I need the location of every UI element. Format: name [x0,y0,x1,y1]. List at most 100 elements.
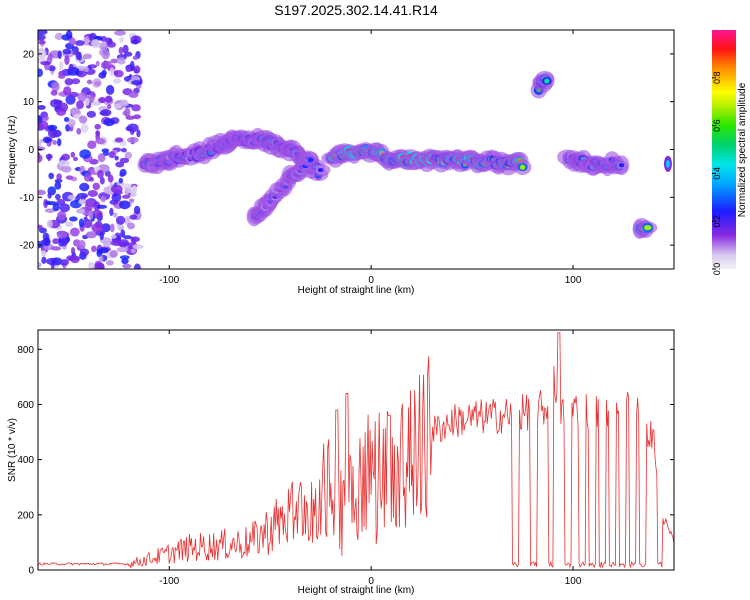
spectrogram-blob [83,218,93,229]
spectrogram-blob [54,178,63,183]
snr-x-tick-label: 0 [368,576,374,587]
spectrogram-blob [129,214,138,220]
spectrogram-blob [119,172,125,177]
spectrogram-blob [38,189,47,196]
spectrogram-blob [133,65,141,74]
colorbar-tick-label: 0.6 [712,119,722,132]
spectrogram-blob [57,210,67,221]
spectrogram-blob [98,263,105,269]
spectrogram-blob [65,30,73,40]
spectrogram-blob [38,154,43,163]
spectrogram-blob [317,168,324,173]
spectrogram-blob [119,36,125,43]
spectrogram-blob [76,100,84,110]
spectrogram-blob [56,138,62,147]
spectrogram-blob [67,194,76,200]
spectrogram-blob [54,32,64,41]
spectrogram-blob [51,81,60,92]
spectrogram-feature-lower-branch [246,150,320,227]
spectrogram-blob [117,57,126,65]
spectrogram-blob [121,194,131,199]
spectrogram-blob [63,86,72,96]
spectrogram-blob [85,200,94,211]
spectrogram-blob [38,224,43,230]
spectrogram-blob [58,159,71,167]
spectrogram-blob [71,78,81,85]
spectrogram-blob [115,161,125,168]
colorbar: 0.0 0.2 0.4 0.6 0.8 Normalized spectral ampl… [712,30,748,275]
spectrogram-blob [88,261,95,269]
spectrogram-blob [99,110,109,116]
spectrogram-blob [87,140,97,150]
spectrogram-blob [64,78,74,86]
spectrogram-blob [665,159,670,168]
spectrogram-blob [90,101,102,106]
spectrogram-blob [74,40,85,46]
colorbar-tick-label: 0.4 [712,167,722,180]
spectrogram-blob [83,216,88,221]
spectrogram-blob [85,231,97,239]
spectrogram-blob [106,41,117,48]
spectrogram-blob [120,147,127,153]
spectrogram-blob [131,185,137,193]
spectrogram-blob [129,60,135,71]
spectrogram-blob [97,153,106,163]
spectrogram-blob [101,223,111,233]
spectrogram-blob [124,151,133,160]
snr-x-tick-label: 100 [565,576,582,587]
spectrogram-blob [84,97,90,106]
spectrogram-blob [70,151,76,158]
spectrogram-blob [38,105,46,110]
spectrogram-blob [47,192,52,199]
spectrogram-blob [78,218,85,228]
spectrogram-blob [88,209,94,220]
spectrogram-blob [519,164,526,170]
spectrogram-blob [86,79,93,85]
snr-y-tick-label: 800 [17,345,34,356]
colorbar-gradient [712,30,736,269]
spectrogram-blob [109,249,118,258]
spectrogram-blob [84,66,89,73]
spectrogram-blob [110,234,117,239]
spectrogram-blob [92,182,100,191]
spectrogram-feature-edge-patch [663,155,672,172]
spectrogram-blob [67,119,76,127]
spectrogram-blob [38,68,43,77]
spectrogram-blob [98,72,107,79]
spectrogram-blob [47,128,58,139]
spectrogram-blob [129,127,135,136]
spectrogram-blob [100,61,109,69]
spectrogram-feature-scattered-noise [38,30,144,269]
spectrogram-blob [75,51,81,60]
spectrogram-blob [38,115,44,124]
spectrogram-blob [65,175,74,180]
spectrogram-blob [58,71,64,77]
spectrogram-blob [61,153,70,161]
spectrogram-blob [544,78,550,84]
spectrogram-blob [87,190,99,197]
snr-frame [37,329,675,571]
spectrogram-blob [59,259,70,266]
spectrogram-blob [38,146,46,151]
snr-y-tick-label: 0 [28,566,34,577]
spectrogram-blob [125,67,132,73]
spectrogram-blob [110,184,123,194]
spectrogram-blob [59,203,71,213]
snr-y-tick-label: 600 [17,400,34,411]
spectrogram-blob [51,246,62,251]
spectrogram-blob [98,255,104,263]
spectrogram-feature-low-patch [632,217,658,240]
spectrogram-blob [38,47,45,53]
spectrogram-x-axis: -100 0 100 [159,30,582,286]
spectrogram-blob [82,53,92,60]
spectrogram-feature-right-line [557,149,630,176]
spectrogram-blob [52,238,60,245]
spectrogram-blob [38,30,48,35]
spectrogram-blob [101,49,110,60]
colorbar-label: Normalized spectral amplitude [737,82,748,217]
spectrogram-feature-high-freq-patch [530,70,555,99]
spectrogram-blob [120,229,126,238]
spectrogram-blob [118,100,129,107]
spectrogram-blob [91,38,101,49]
colorbar-tick-label: 0.0 [712,263,722,276]
